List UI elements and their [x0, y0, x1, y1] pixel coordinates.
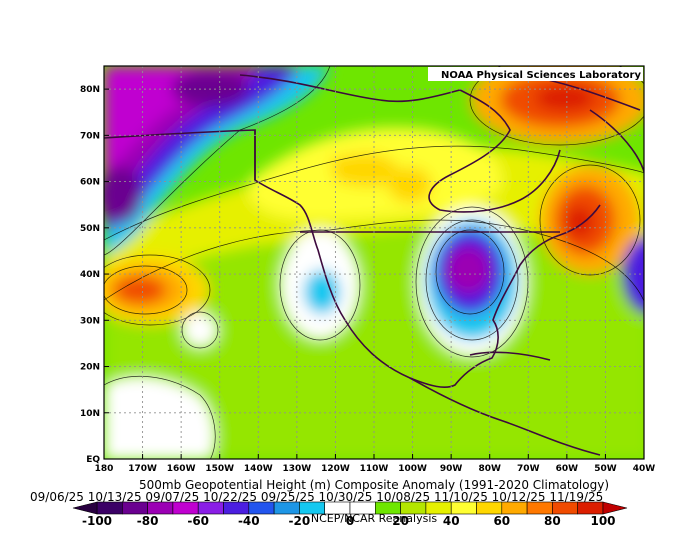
colorbar	[72, 501, 628, 515]
lon-tick-label: 130W	[282, 464, 311, 474]
lon-tick-label: 150W	[205, 464, 234, 474]
lon-tick-label: 180	[95, 464, 114, 474]
lon-tick-label: 100W	[398, 464, 427, 474]
lat-tick-label: 80N	[80, 85, 100, 95]
lat-tick-label: EQ	[86, 455, 100, 465]
colorbar-swatch	[526, 501, 553, 515]
colorbar-swatch	[577, 501, 604, 515]
anomaly-field	[104, 66, 644, 459]
graticule	[104, 66, 644, 459]
lat-tick-label: 60N	[80, 178, 100, 188]
credit-label: NCEP/NCAR Reanalysis	[311, 512, 437, 525]
colorbar-swatch	[223, 501, 250, 515]
lab-label-box	[428, 67, 643, 81]
colorbar-low-arrow	[72, 501, 98, 515]
colorbar-swatch	[552, 501, 579, 515]
colorbar-tick-label: 60	[493, 514, 510, 528]
colorbar-tick-label: 40	[443, 514, 460, 528]
date-range-line: 09/06/25 10/13/25 09/07/25 10/22/25 09/2…	[30, 490, 603, 504]
colorbar-swatch	[122, 501, 148, 515]
colorbar-tick-label: -80	[137, 514, 159, 528]
colorbar-swatch	[248, 501, 275, 515]
lon-tick-label: 120W	[321, 464, 350, 474]
map-plot-area	[104, 66, 644, 459]
lon-tick-label: 40W	[633, 464, 656, 474]
lat-tick-label: 70N	[80, 131, 100, 141]
lon-tick-label: 50W	[594, 464, 617, 474]
colorbar-swatch	[96, 501, 123, 515]
lon-tick-label: 160W	[167, 464, 196, 474]
lat-tick-labels: EQ 10N 20N 30N 40N 50N 60N 70N 80N	[80, 85, 100, 465]
colorbar-swatch	[476, 501, 503, 515]
colorbar-labels: -100 -80 -60 -40 -20 0 20 40 60 80 100	[82, 514, 616, 528]
colorbar-swatch	[450, 501, 477, 515]
lon-tick-label: 80W	[478, 464, 501, 474]
colorbar-swatch	[501, 501, 528, 515]
colorbar-swatch	[197, 501, 224, 515]
lat-tick-label: 50N	[80, 224, 100, 234]
contour-lines	[104, 66, 644, 459]
colorbar-tick-label: -40	[238, 514, 260, 528]
colorbar-tick-label: 0	[346, 514, 354, 528]
colorbar-high-arrow	[602, 501, 628, 515]
colorbar-swatch	[273, 501, 300, 515]
lon-tick-label: 170W	[128, 464, 157, 474]
lon-tick-label: 70W	[517, 464, 540, 474]
lon-tick-label: 60W	[556, 464, 579, 474]
lat-tick-label: 20N	[80, 363, 100, 373]
lat-tick-label: 10N	[80, 409, 100, 419]
lon-tick-label: 140W	[244, 464, 273, 474]
colorbar-swatch	[172, 501, 199, 515]
colorbar-tick-label: 20	[392, 514, 409, 528]
colorbar-tick-label: 100	[590, 514, 615, 528]
colorbar-tick-label: -60	[187, 514, 209, 528]
chart-title: 500mb Geopotential Height (m) Composite …	[139, 478, 609, 492]
colorbar-tick-label: 80	[544, 514, 561, 528]
lon-tick-labels: 180 170W 160W 150W 140W 130W 120W 110W 100W 90W 80…	[95, 464, 656, 474]
colorbar-tick-label: -100	[82, 514, 112, 528]
colorbar-tick-label: -20	[289, 514, 311, 528]
colorbar-swatch	[147, 501, 174, 515]
lab-label: NOAA Physical Sciences Laboratory	[441, 70, 642, 81]
lat-tick-label: 30N	[80, 316, 100, 326]
lon-tick-label: 110W	[360, 464, 389, 474]
lon-tick-label: 90W	[440, 464, 463, 474]
lat-tick-label: 40N	[80, 270, 100, 280]
